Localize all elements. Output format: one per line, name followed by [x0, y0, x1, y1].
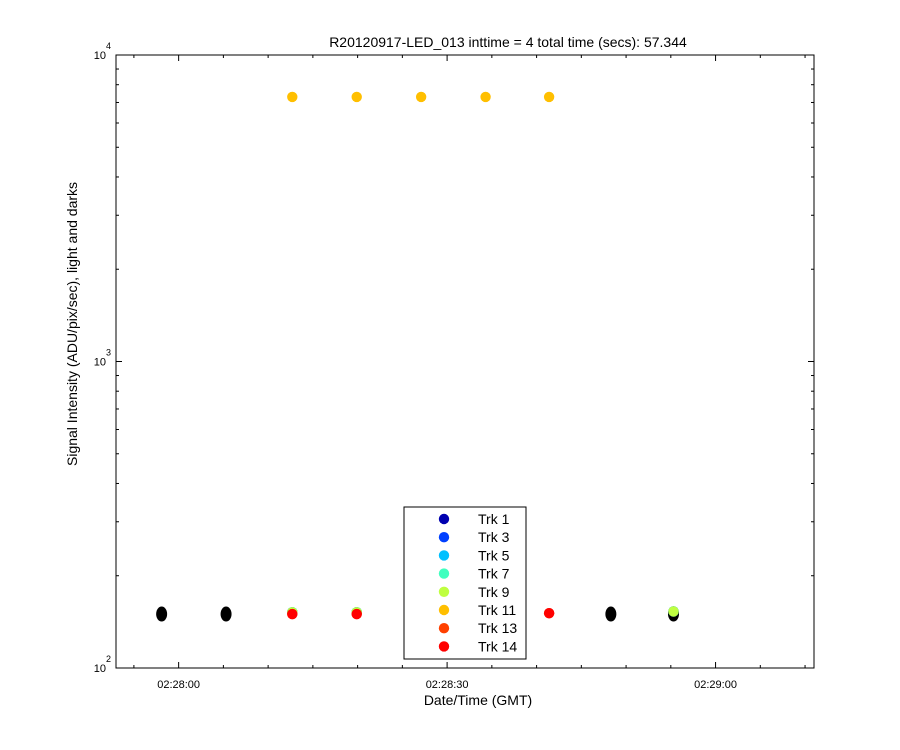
legend-label: Trk 9	[478, 584, 510, 600]
legend-label: Trk 1	[478, 511, 510, 527]
y-tick-label-base: 10	[94, 663, 106, 675]
legend-label: Trk 3	[478, 529, 510, 545]
plot-frame	[115, 54, 815, 669]
data-point	[351, 608, 362, 620]
legend-marker	[438, 604, 450, 616]
legend-marker	[438, 568, 450, 579]
legend: Trk 1 Trk 3 Trk 5 Trk 7 Trk 9 Trk 11 Trk 13 Trk…	[403, 506, 527, 660]
data-point	[543, 91, 555, 103]
legend-marker	[438, 586, 450, 597]
y-tick-label-base: 10	[94, 50, 106, 62]
data-point	[287, 91, 298, 103]
chart-title: R20120917-LED_013 inttime = 4 total time…	[329, 34, 687, 50]
legend-label: Trk 11	[478, 602, 516, 618]
legend-marker	[438, 532, 450, 543]
legend-label: Trk 7	[478, 566, 510, 582]
legend-box	[403, 506, 527, 660]
x-tick-label: 02:28:30	[426, 679, 469, 691]
y-tick-label-exponent: 4	[106, 41, 111, 51]
dark-point	[605, 606, 617, 622]
legend-label: Trk 13	[478, 620, 517, 636]
y-tick-label-exponent: 3	[106, 348, 111, 358]
x-tick-labels: 02:28:00 02:28:30 02:29:00	[157, 679, 737, 691]
data-point	[287, 608, 298, 620]
legend-marker	[438, 623, 450, 634]
data-points	[156, 91, 680, 622]
legend-label: Trk 5	[478, 547, 510, 563]
data-point	[543, 607, 555, 619]
y-axis-label: Signal Intensity (ADU/pix/sec), light an…	[64, 182, 80, 466]
dark-point	[156, 606, 168, 622]
x-tick-label: 02:29:00	[694, 679, 737, 691]
x-axis-label: Date/Time (GMT)	[424, 692, 532, 708]
data-point	[668, 606, 679, 617]
legend-marker	[438, 641, 450, 652]
data-point	[415, 91, 427, 103]
legend-label: Trk 14	[478, 638, 517, 654]
legend-marker	[438, 550, 450, 561]
data-point	[351, 91, 362, 103]
dark-point	[220, 606, 232, 622]
y-tick-label-base: 10	[94, 357, 106, 369]
data-point	[480, 91, 491, 103]
y-tick-label-exponent: 2	[106, 654, 111, 664]
x-tick-label: 02:28:00	[157, 679, 200, 691]
legend-marker	[438, 513, 450, 525]
